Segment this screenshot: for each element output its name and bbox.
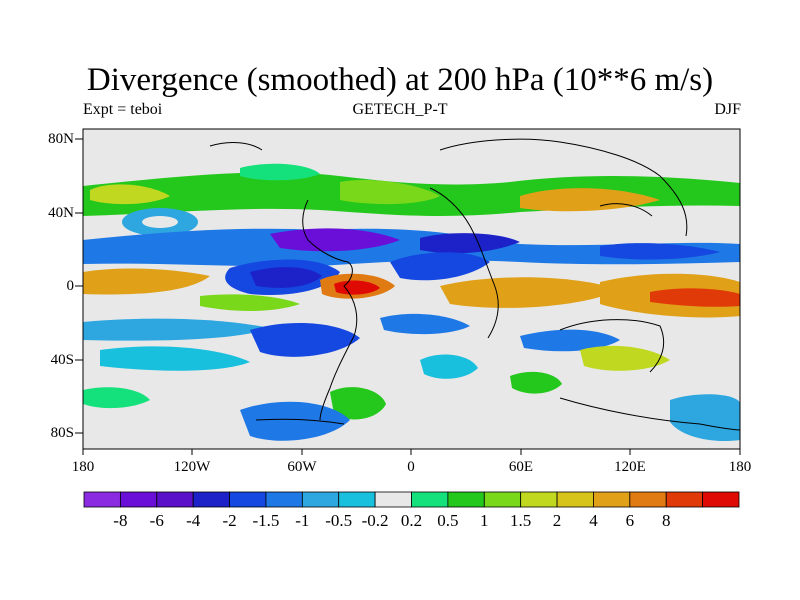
colorbar-swatch [301, 491, 340, 508]
divergence-region [330, 387, 386, 420]
colorbar-label: -1.5 [252, 511, 280, 530]
coastline [439, 138, 688, 237]
divergence-region [200, 294, 300, 311]
colorbar-swatch [374, 491, 412, 508]
convergence-region [600, 243, 720, 260]
divergence-region [334, 280, 380, 295]
lat-tick-label: 80S [50, 425, 74, 441]
divergence-region [240, 163, 320, 181]
colorbar-swatch [665, 491, 704, 508]
lon-tick-label: 60W [287, 459, 317, 475]
colorbar-swatch [338, 491, 376, 508]
experiment-label: Expt = teboi [83, 101, 163, 118]
colorbar-label: -1 [295, 511, 310, 530]
colorbar-label: 1 [480, 511, 489, 530]
convergence-region [420, 233, 520, 254]
colorbar-label: -8 [113, 511, 128, 530]
convergence-region [83, 228, 740, 267]
lon-tick-label: 120E [614, 459, 646, 475]
colorbar-swatch [229, 491, 267, 508]
colorbar-label: 2 [552, 511, 562, 530]
divergence-region [650, 288, 740, 307]
season-label: DJF [714, 101, 741, 118]
divergence-region [510, 371, 562, 394]
coastline [209, 142, 263, 151]
convergence-region [380, 313, 470, 335]
coastline [559, 319, 665, 373]
divergence-region [83, 268, 210, 295]
convergence-region [100, 346, 250, 371]
colorbar-label: -0.5 [325, 511, 353, 530]
colorbar-swatch [593, 491, 631, 508]
colorbar-swatch [556, 491, 594, 508]
colorbar-swatch [629, 491, 667, 508]
dataset-label: GETECH_P-T [352, 101, 448, 118]
colorbar-label: 0.5 [437, 511, 459, 530]
divergence-region [580, 345, 670, 371]
lon-tick-label: 0 [407, 459, 415, 475]
divergence-region [83, 387, 150, 409]
colorbar-swatch [119, 491, 158, 508]
divergence-region [340, 179, 440, 205]
coastline [302, 199, 358, 421]
colorbar-swatch [192, 491, 230, 508]
axis-ticks [75, 138, 741, 455]
colorbar-label: 4 [589, 511, 598, 530]
colorbar-swatch [520, 491, 558, 508]
colorbar-label: 8 [661, 511, 671, 530]
lat-tick-label: 40N [48, 205, 74, 221]
lat-tick-label: 80N [48, 131, 74, 147]
convergence-region [420, 354, 478, 379]
convergence-region [83, 318, 270, 341]
coastline [599, 203, 653, 217]
coastline [559, 397, 740, 431]
colorbar-swatch [483, 491, 522, 508]
coastlines [209, 138, 740, 431]
colorbar-swatch [156, 491, 194, 508]
colorbar-swatch [447, 491, 485, 508]
colorbar-label: -6 [149, 511, 164, 530]
colorbar-label: -4 [186, 511, 201, 530]
coastline [429, 187, 499, 339]
colorbar-label: -2 [222, 511, 237, 530]
convergence-region [270, 228, 400, 252]
convergence-region [250, 267, 322, 288]
neutral-region [142, 216, 178, 228]
lon-tick-label: 60E [508, 459, 534, 475]
map-title: Divergence (smoothed) at 200 hPa (10**6 … [86, 62, 714, 98]
lat-tick-label: 0 [66, 278, 75, 294]
divergence-region [520, 188, 660, 212]
coastline [255, 418, 345, 425]
convergence-region [250, 323, 360, 357]
convergence-region [240, 401, 350, 441]
colorbar-swatch [265, 491, 303, 508]
convergence-region [520, 329, 620, 352]
colorbar-swatch [411, 491, 449, 508]
divergence-region [90, 184, 170, 205]
colorbar-label: 6 [625, 511, 635, 530]
lat-tick-label: 40S [50, 352, 74, 368]
colorbar-swatch [83, 491, 121, 508]
colorbar-label: 1.5 [510, 511, 532, 530]
convergence-region [670, 394, 740, 442]
lon-tick-label: 120W [173, 459, 211, 475]
divergence-region [440, 277, 620, 308]
colorbar [83, 491, 740, 508]
colorbar-label: -0.2 [361, 511, 389, 530]
colorbar-label: 0.2 [400, 511, 423, 530]
colorbar-swatch [702, 491, 740, 508]
lon-tick-label: 180 [71, 459, 95, 475]
convergence-region [390, 252, 490, 281]
lon-tick-label: 180 [728, 459, 752, 475]
